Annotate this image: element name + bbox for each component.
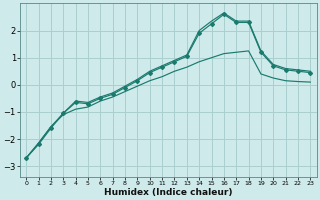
X-axis label: Humidex (Indice chaleur): Humidex (Indice chaleur) [104, 188, 233, 197]
